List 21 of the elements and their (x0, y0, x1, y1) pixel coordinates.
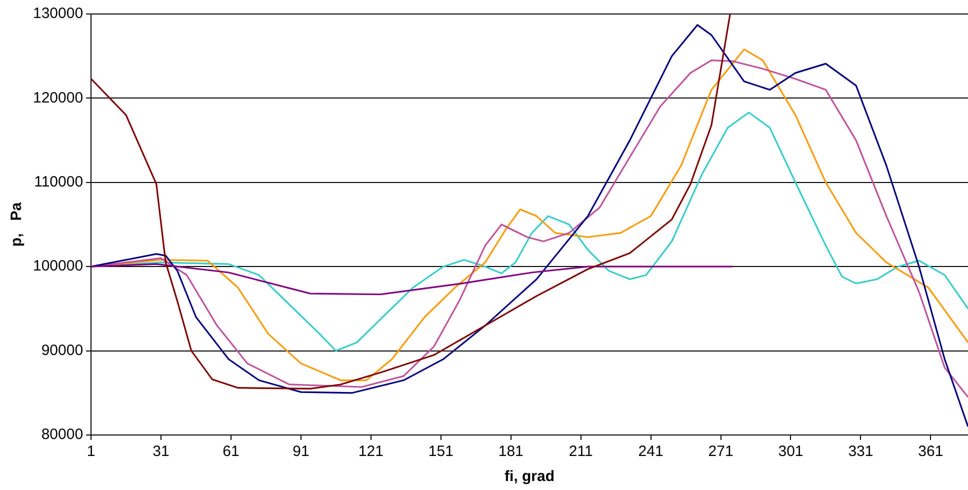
y-tick-label: 110000 (34, 174, 84, 191)
y-tick-label: 130000 (32, 5, 84, 22)
x-axis-title: fi, grad (504, 468, 555, 486)
x-tick-label: 211 (568, 443, 593, 460)
y-tick-label: 120000 (32, 89, 84, 106)
x-tick-label: 91 (292, 443, 310, 460)
x-tick-label: 61 (222, 443, 240, 460)
y-axis-title: p, Pa (8, 202, 26, 247)
x-tick-label: 331 (848, 443, 874, 460)
x-tick-label: 361 (918, 443, 944, 460)
x-tick-label: 271 (708, 443, 734, 460)
x-tick-label: 181 (498, 443, 524, 460)
y-tick-label: 80000 (41, 426, 84, 444)
y-tick-label: 90000 (41, 342, 84, 359)
x-tick-label: 241 (638, 443, 664, 460)
x-tick-label: 1 (86, 443, 96, 460)
x-tick-label: 301 (778, 443, 804, 460)
y-tick-label: 100000 (32, 258, 84, 275)
x-tick-label: 151 (428, 443, 454, 460)
x-tick-label: 31 (152, 443, 170, 460)
x-tick-label: 121 (358, 443, 384, 460)
